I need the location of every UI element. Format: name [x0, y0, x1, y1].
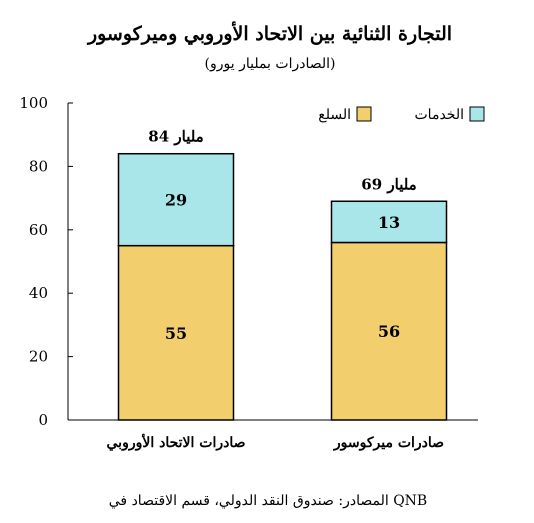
legend-swatch	[356, 106, 372, 122]
legend-label: الخدمات	[415, 107, 465, 123]
bar-segment	[117, 152, 235, 247]
data-label: 13	[378, 213, 400, 232]
y-tick-label: 20	[29, 348, 48, 366]
bars: 55 29 84 مليار صادرات الاتحاد الأوروبي 56 13 6…	[107, 128, 448, 451]
total-label: 84 مليار	[148, 128, 203, 146]
source-note: المصادر: صندوق النقد الدولي، قسم الاقتصا…	[109, 493, 427, 509]
data-label: 29	[165, 191, 187, 210]
x-tick-label: صادرات ميركوسور	[333, 435, 444, 451]
y-tick-label: 80	[29, 157, 48, 175]
total-label: 69 مليار	[361, 175, 416, 193]
y-tick-label: 100	[19, 94, 48, 112]
legend-swatch	[469, 106, 485, 122]
bar-segment	[117, 244, 235, 421]
bar-segment	[330, 241, 448, 421]
legend: السلع الخدمات	[318, 106, 485, 123]
chart-subtitle: (الصادرات بمليار يورو)	[205, 56, 336, 72]
bar-segment	[330, 200, 448, 244]
data-label: 55	[165, 324, 187, 343]
y-tick-label: 60	[29, 221, 48, 239]
y-tick-label: 40	[29, 284, 48, 302]
x-tick-label: صادرات الاتحاد الأوروبي	[107, 433, 246, 451]
legend-label: السلع	[318, 107, 351, 123]
y-tick-label: 0	[38, 411, 48, 429]
axes: 0 20 40 60 80 100	[19, 94, 478, 429]
chart-title: التجارة الثنائية بين الاتحاد الأوروبي وم…	[86, 21, 452, 46]
data-label: 56	[378, 322, 400, 341]
